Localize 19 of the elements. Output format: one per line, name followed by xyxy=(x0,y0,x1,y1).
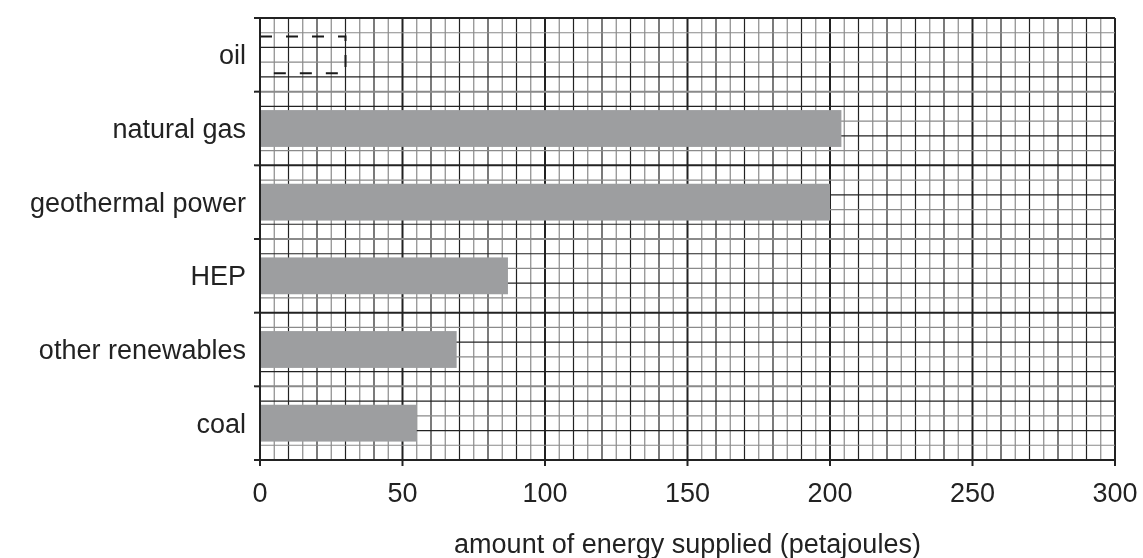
x-tick-label: 150 xyxy=(664,478,711,508)
y-tick-label: natural gas xyxy=(112,113,246,144)
x-tick-label: 0 xyxy=(252,478,268,508)
bar xyxy=(260,110,842,147)
x-tick-label: 50 xyxy=(387,478,418,508)
bar xyxy=(260,331,457,368)
bar xyxy=(260,257,508,295)
y-tick-label: other renewables xyxy=(38,334,246,365)
y-tick-label: geothermal power xyxy=(29,187,246,218)
y-tick-label: HEP xyxy=(190,261,246,292)
x-tick-label: 250 xyxy=(949,478,996,508)
x-tick-label: 200 xyxy=(807,478,853,508)
bar xyxy=(260,183,830,221)
x-tick-label: 100 xyxy=(522,478,568,508)
y-tick-label: coal xyxy=(196,408,246,439)
bar xyxy=(260,404,417,442)
y-tick-label: oil xyxy=(218,40,246,71)
x-axis-title: amount of energy supplied (petajoules) xyxy=(454,529,921,558)
x-tick-label: 300 xyxy=(1092,478,1138,508)
